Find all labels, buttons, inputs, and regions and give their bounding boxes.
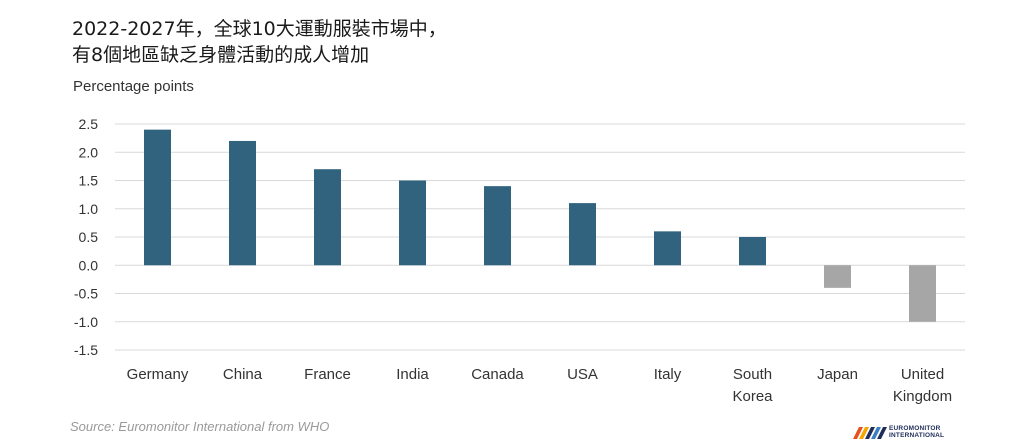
x-tick-label: France [304,366,351,383]
bar [144,129,171,266]
x-tick-label: Canada [471,366,524,383]
bar [654,231,681,266]
chart-title-line-1: 2022-2027年，全球10大運動服裝市場中， [72,18,447,40]
x-tick-label: Korea [732,388,773,405]
bar [314,169,341,266]
logo-mark-icon [853,427,887,439]
euromonitor-logo: EUROMONITOR INTERNATIONAL [853,425,944,439]
bar [484,186,511,266]
x-tick-label: South [733,366,772,383]
bar [399,180,426,266]
x-tick-label: Japan [817,366,858,383]
chart-title: 2022-2027年，全球10大運動服裝市場中， 有8個地區缺乏身體活動的成人增… [72,16,447,68]
logo-text-line-2: INTERNATIONAL [889,432,945,439]
bar [229,140,256,266]
x-tick-label: USA [567,366,598,383]
x-tick-label: Germany [127,366,189,383]
y-tick-label: 1.0 [79,201,99,217]
source-note: Source: Euromonitor International from W… [70,419,330,434]
y-tick-label: 2.5 [79,116,99,132]
y-tick-label: -1.5 [74,342,98,358]
bar [569,203,596,266]
bar [909,265,936,322]
y-tick-label: -0.5 [74,286,98,302]
y-tick-label: 2.0 [79,144,99,160]
x-tick-label: China [223,366,263,383]
y-tick-label: 0.5 [79,229,99,245]
x-tick-label: Kingdom [893,388,952,405]
y-axis-label: Percentage points [73,78,194,95]
y-tick-label: 1.5 [79,173,99,189]
bar [739,237,766,266]
x-tick-label: Italy [654,366,682,383]
x-tick-label: United [901,366,944,383]
bar [824,265,851,288]
x-tick-label: India [396,366,429,383]
logo-text-line-1: EUROMONITOR [889,425,941,432]
y-tick-label: 0.0 [79,257,99,273]
chart-title-line-2: 有8個地區缺乏身體活動的成人增加 [72,44,370,66]
y-tick-label: -1.0 [74,314,98,330]
